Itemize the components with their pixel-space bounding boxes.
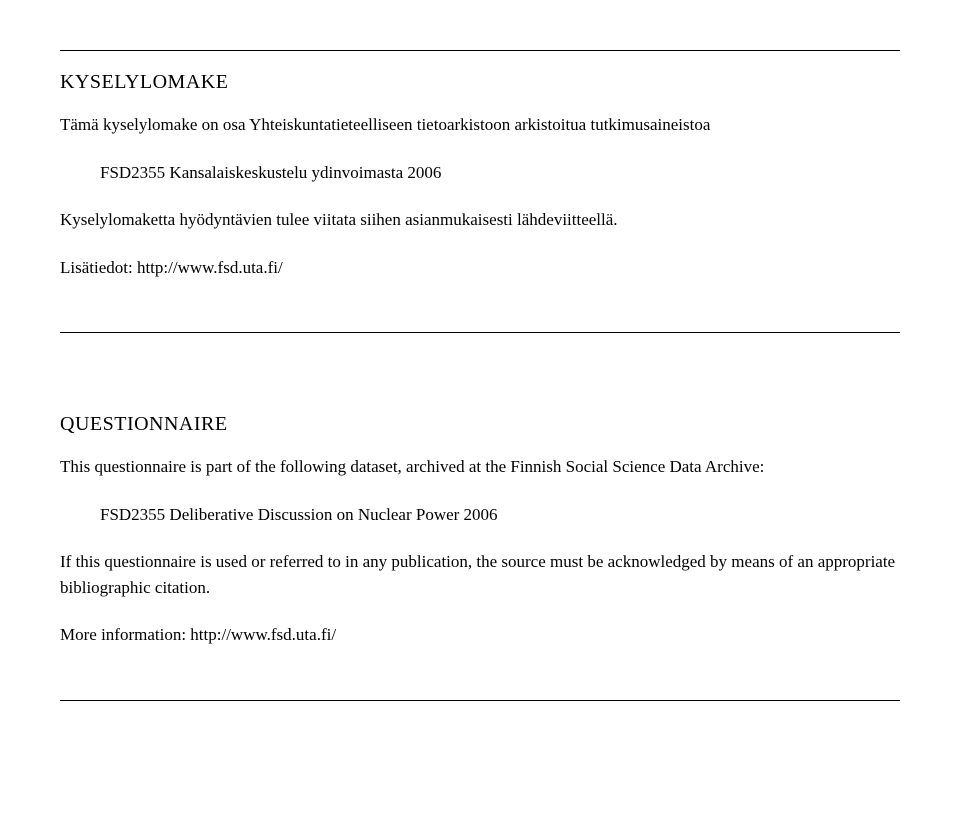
finnish-section-inner: KYSELYLOMAKE Tämä kyselylomake on osa Yh…	[60, 51, 900, 332]
english-moreinfo: More information: http://www.fsd.uta.fi/	[60, 622, 900, 648]
finnish-heading: KYSELYLOMAKE	[60, 71, 900, 94]
english-intro: This questionnaire is part of the follow…	[60, 454, 900, 480]
finnish-note: Kyselylomaketta hyödyntävien tulee viita…	[60, 207, 900, 233]
english-dataset: FSD2355 Deliberative Discussion on Nucle…	[60, 502, 900, 528]
finnish-dataset: FSD2355 Kansalaiskeskustelu ydinvoimasta…	[60, 160, 900, 186]
finnish-moreinfo: Lisätiedot: http://www.fsd.uta.fi/	[60, 255, 900, 281]
finnish-intro: Tämä kyselylomake on osa Yhteiskuntatiet…	[60, 112, 900, 138]
english-note: If this questionnaire is used or referre…	[60, 549, 900, 600]
document-page: KYSELYLOMAKE Tämä kyselylomake on osa Yh…	[0, 0, 960, 741]
english-heading: QUESTIONNAIRE	[60, 413, 900, 436]
section-gap	[60, 333, 900, 393]
finnish-section: KYSELYLOMAKE Tämä kyselylomake on osa Yh…	[60, 50, 900, 332]
english-section-inner: QUESTIONNAIRE This questionnaire is part…	[60, 393, 900, 701]
english-section: QUESTIONNAIRE This questionnaire is part…	[60, 332, 900, 701]
